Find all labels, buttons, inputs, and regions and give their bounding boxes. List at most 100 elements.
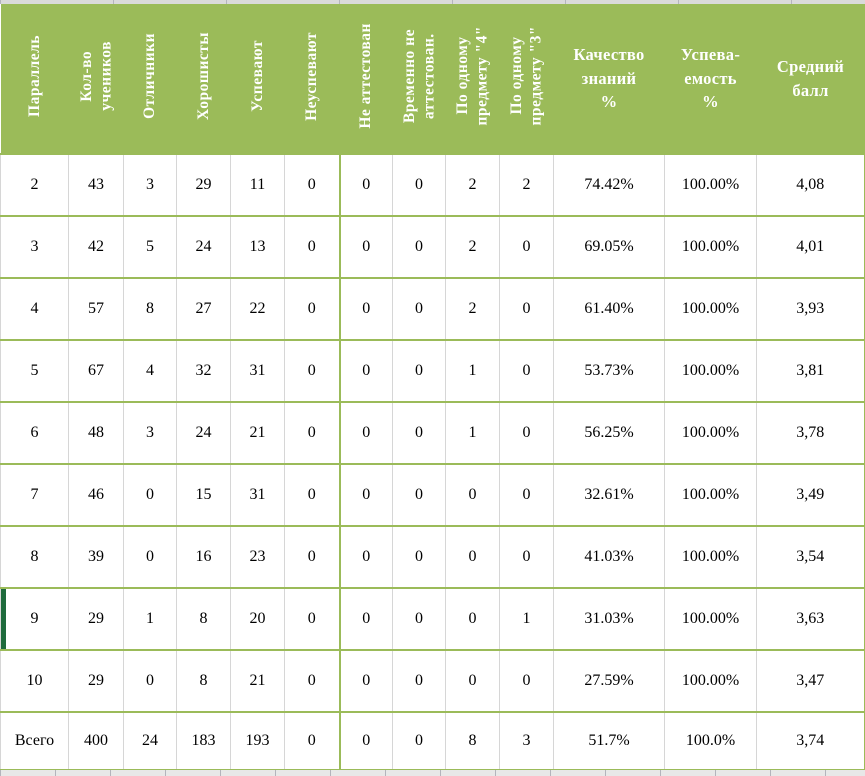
table-cell[interactable]: 1 bbox=[445, 339, 500, 403]
table-cell[interactable]: 0 bbox=[392, 463, 446, 527]
table-cell[interactable]: 24 bbox=[176, 215, 231, 279]
table-cell[interactable]: 100.00% bbox=[664, 215, 757, 279]
table-cell[interactable]: 1 bbox=[445, 401, 500, 465]
table-cell[interactable]: 69.05% bbox=[553, 215, 665, 279]
table-cell[interactable]: 0 bbox=[284, 463, 341, 527]
table-cell[interactable]: 67 bbox=[68, 339, 124, 403]
table-cell[interactable]: 56.25% bbox=[553, 401, 665, 465]
table-cell[interactable]: 0 bbox=[392, 587, 446, 651]
table-cell[interactable]: 0 bbox=[392, 153, 446, 217]
table-cell[interactable]: 31 bbox=[230, 463, 285, 527]
table-cell[interactable]: 3,74 bbox=[756, 711, 865, 771]
table-cell[interactable]: 1 bbox=[499, 587, 554, 651]
table-cell[interactable]: 0 bbox=[499, 215, 554, 279]
table-cell[interactable]: 32 bbox=[176, 339, 231, 403]
table-cell[interactable]: 4 bbox=[123, 339, 177, 403]
table-cell[interactable]: 2 bbox=[499, 153, 554, 217]
table-cell[interactable]: 0 bbox=[445, 587, 500, 651]
table-cell[interactable]: 9 bbox=[0, 587, 69, 651]
table-cell[interactable]: 100.00% bbox=[664, 339, 757, 403]
table-cell[interactable]: 0 bbox=[338, 587, 393, 651]
column-header-student-count[interactable]: Кол-во учеников bbox=[68, 4, 124, 154]
table-cell[interactable]: 20 bbox=[230, 587, 285, 651]
table-cell[interactable]: 3,81 bbox=[756, 339, 865, 403]
table-cell[interactable]: 3,47 bbox=[756, 649, 865, 713]
table-cell[interactable]: 6 bbox=[0, 401, 69, 465]
table-cell[interactable]: 0 bbox=[284, 277, 341, 341]
table-cell[interactable]: 43 bbox=[68, 153, 124, 217]
table-cell[interactable]: 0 bbox=[338, 463, 393, 527]
column-header-passing[interactable]: Успевают bbox=[230, 4, 285, 154]
table-cell[interactable]: 8 bbox=[176, 649, 231, 713]
table-cell[interactable]: 0 bbox=[284, 339, 341, 403]
table-cell[interactable]: 0 bbox=[123, 525, 177, 589]
column-header-temp-not-certified[interactable]: Временно не аттестован. bbox=[392, 4, 446, 154]
table-cell[interactable]: 4,01 bbox=[756, 215, 865, 279]
table-cell[interactable]: 29 bbox=[68, 587, 124, 651]
table-cell[interactable]: 0 bbox=[284, 153, 341, 217]
column-header-good-students[interactable]: Хорошисты bbox=[176, 4, 231, 154]
table-cell[interactable]: 13 bbox=[230, 215, 285, 279]
table-cell[interactable]: 8 bbox=[445, 711, 500, 771]
table-cell[interactable]: 74.42% bbox=[553, 153, 665, 217]
table-cell[interactable]: 8 bbox=[176, 587, 231, 651]
table-cell[interactable]: 0 bbox=[338, 525, 393, 589]
table-cell[interactable]: 100.00% bbox=[664, 401, 757, 465]
table-cell[interactable]: 5 bbox=[123, 215, 177, 279]
table-cell[interactable]: 15 bbox=[176, 463, 231, 527]
column-header-knowledge-quality[interactable]: Качество знаний % bbox=[553, 4, 665, 154]
table-cell[interactable]: 2 bbox=[445, 277, 500, 341]
table-cell[interactable]: 0 bbox=[392, 525, 446, 589]
table-cell[interactable]: 0 bbox=[445, 525, 500, 589]
table-cell[interactable]: 0 bbox=[123, 463, 177, 527]
table-cell[interactable]: 46 bbox=[68, 463, 124, 527]
table-cell[interactable]: 0 bbox=[284, 587, 341, 651]
table-cell[interactable]: 0 bbox=[392, 401, 446, 465]
table-cell[interactable]: 0 bbox=[338, 215, 393, 279]
table-cell[interactable]: 7 bbox=[0, 463, 69, 527]
table-cell[interactable]: 100.00% bbox=[664, 153, 757, 217]
table-cell[interactable]: 31.03% bbox=[553, 587, 665, 651]
table-cell[interactable]: 0 bbox=[338, 153, 393, 217]
table-cell[interactable]: 61.40% bbox=[553, 277, 665, 341]
table-cell[interactable]: 0 bbox=[338, 277, 393, 341]
table-cell[interactable]: 193 bbox=[230, 711, 285, 771]
column-header-performance[interactable]: Успева- емость % bbox=[664, 4, 757, 154]
table-cell[interactable]: 1 bbox=[123, 587, 177, 651]
column-header-average-score[interactable]: Средний балл bbox=[756, 4, 865, 154]
table-cell[interactable]: 0 bbox=[499, 277, 554, 341]
table-cell[interactable]: 100.0% bbox=[664, 711, 757, 771]
table-cell[interactable]: 0 bbox=[284, 711, 341, 771]
table-cell[interactable]: 29 bbox=[68, 649, 124, 713]
table-cell[interactable]: 0 bbox=[392, 711, 446, 771]
table-cell[interactable]: 57 bbox=[68, 277, 124, 341]
table-cell[interactable]: 39 bbox=[68, 525, 124, 589]
table-cell[interactable]: 0 bbox=[445, 649, 500, 713]
column-header-failing[interactable]: Неуспевают bbox=[284, 4, 340, 154]
table-cell[interactable]: 100.00% bbox=[664, 463, 757, 527]
table-cell[interactable]: 3,54 bbox=[756, 525, 865, 589]
table-cell[interactable]: 0 bbox=[284, 401, 341, 465]
column-header-one-subject-4[interactable]: По одному предмету "4" bbox=[445, 4, 500, 154]
table-cell[interactable]: Всего bbox=[0, 711, 69, 771]
table-cell[interactable]: 29 bbox=[176, 153, 231, 217]
table-cell[interactable]: 23 bbox=[230, 525, 285, 589]
table-cell[interactable]: 0 bbox=[392, 277, 446, 341]
table-cell[interactable]: 3 bbox=[0, 215, 69, 279]
table-cell[interactable]: 27 bbox=[176, 277, 231, 341]
table-cell[interactable]: 0 bbox=[284, 215, 341, 279]
table-cell[interactable]: 0 bbox=[499, 525, 554, 589]
table-cell[interactable]: 5 bbox=[0, 339, 69, 403]
table-cell[interactable]: 3,78 bbox=[756, 401, 865, 465]
table-cell[interactable]: 3,63 bbox=[756, 587, 865, 651]
table-cell[interactable]: 2 bbox=[0, 153, 69, 217]
table-cell[interactable]: 0 bbox=[445, 463, 500, 527]
column-header-excellent[interactable]: Отличники bbox=[123, 4, 177, 154]
table-cell[interactable]: 42 bbox=[68, 215, 124, 279]
table-cell[interactable]: 0 bbox=[284, 649, 341, 713]
table-cell[interactable]: 2 bbox=[445, 215, 500, 279]
table-cell[interactable]: 16 bbox=[176, 525, 231, 589]
table-cell[interactable]: 0 bbox=[499, 649, 554, 713]
table-cell[interactable]: 3 bbox=[499, 711, 554, 771]
table-cell[interactable]: 3,93 bbox=[756, 277, 865, 341]
